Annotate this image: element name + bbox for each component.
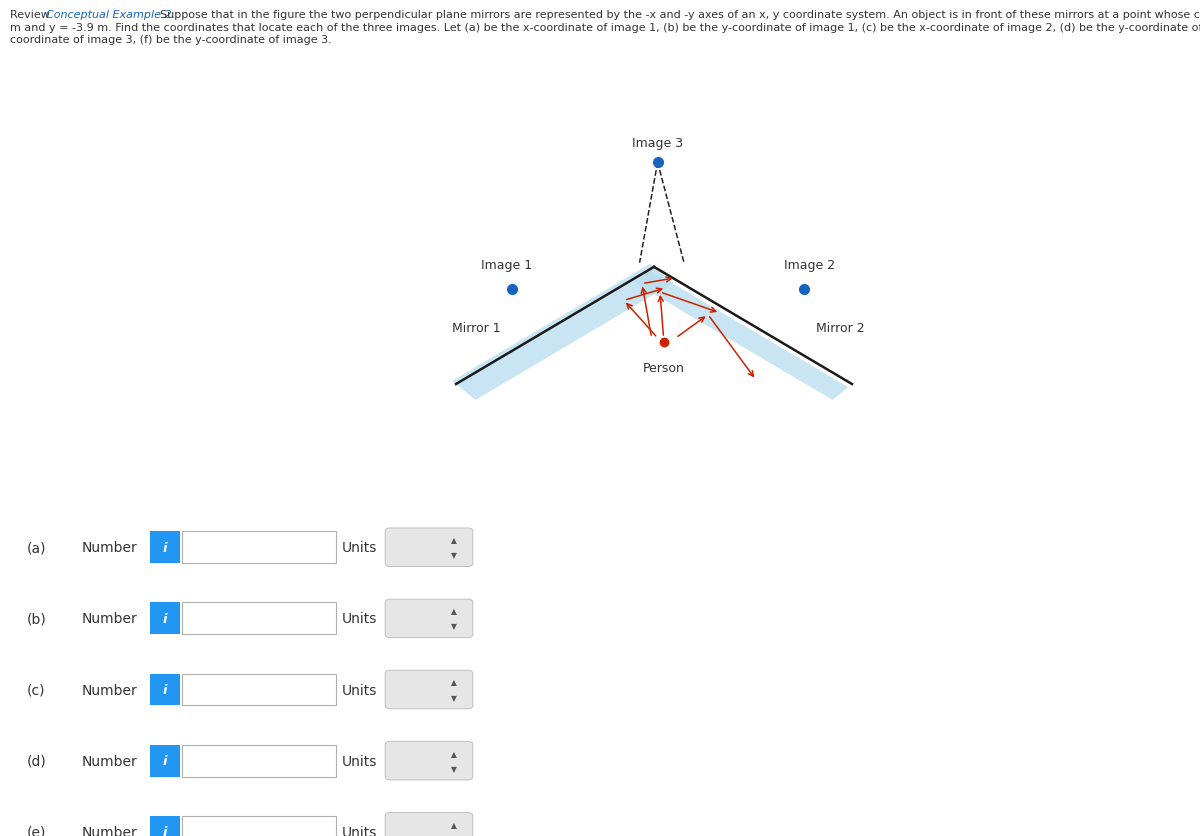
FancyBboxPatch shape: [150, 745, 180, 777]
Text: Units: Units: [342, 683, 377, 696]
FancyBboxPatch shape: [150, 816, 180, 836]
Text: ▼: ▼: [451, 764, 456, 772]
Text: i: i: [163, 825, 167, 836]
FancyBboxPatch shape: [182, 745, 336, 777]
Text: Units: Units: [342, 754, 377, 767]
Text: i: i: [163, 541, 167, 554]
Text: Units: Units: [342, 825, 377, 836]
Text: coordinate of image 3, (f) be the y-coordinate of image 3.: coordinate of image 3, (f) be the y-coor…: [10, 35, 331, 45]
Text: i: i: [163, 683, 167, 696]
Text: i: i: [163, 612, 167, 625]
FancyBboxPatch shape: [385, 670, 473, 709]
Text: Number: Number: [82, 754, 137, 767]
Text: Number: Number: [82, 683, 137, 696]
Text: ▲: ▲: [451, 607, 456, 615]
Text: (d): (d): [26, 754, 46, 767]
Polygon shape: [635, 271, 848, 400]
Text: i: i: [163, 754, 167, 767]
Text: Mirror 2: Mirror 2: [816, 322, 865, 335]
FancyBboxPatch shape: [385, 528, 473, 567]
FancyBboxPatch shape: [150, 674, 180, 706]
Text: ▼: ▼: [451, 622, 456, 630]
Text: Units: Units: [342, 612, 377, 625]
Text: (b): (b): [26, 612, 46, 625]
Text: Review: Review: [10, 10, 53, 20]
Text: Image 2: Image 2: [785, 258, 835, 272]
Text: Suppose that in the figure the two perpendicular plane mirrors are represented b: Suppose that in the figure the two perpe…: [160, 10, 1200, 20]
Text: Person: Person: [643, 361, 684, 375]
Text: ▲: ▲: [451, 678, 456, 686]
Text: (a): (a): [26, 541, 46, 554]
Text: Number: Number: [82, 612, 137, 625]
FancyBboxPatch shape: [385, 742, 473, 780]
Text: ▼: ▼: [451, 693, 456, 701]
FancyBboxPatch shape: [150, 532, 180, 563]
FancyBboxPatch shape: [182, 816, 336, 836]
FancyBboxPatch shape: [182, 532, 336, 563]
Text: Image 3: Image 3: [632, 136, 683, 150]
Text: (e): (e): [26, 825, 46, 836]
Text: (c): (c): [26, 683, 44, 696]
Text: ▲: ▲: [451, 536, 456, 544]
FancyBboxPatch shape: [385, 599, 473, 638]
Text: ▲: ▲: [451, 820, 456, 828]
Text: ▲: ▲: [451, 749, 456, 757]
FancyBboxPatch shape: [182, 674, 336, 706]
Text: Image 1: Image 1: [481, 258, 532, 272]
Polygon shape: [452, 264, 673, 400]
Text: ▼: ▼: [451, 551, 456, 559]
Text: ▼: ▼: [451, 835, 456, 836]
Text: Mirror 1: Mirror 1: [451, 322, 500, 335]
FancyBboxPatch shape: [385, 813, 473, 836]
Text: m and y = -3.9 m. Find the coordinates that locate each of the three images. Let: m and y = -3.9 m. Find the coordinates t…: [10, 23, 1200, 33]
FancyBboxPatch shape: [150, 603, 180, 635]
FancyBboxPatch shape: [182, 603, 336, 635]
Text: Number: Number: [82, 541, 137, 554]
Text: Conceptual Example 2.: Conceptual Example 2.: [46, 10, 175, 20]
Text: Number: Number: [82, 825, 137, 836]
Text: Units: Units: [342, 541, 377, 554]
